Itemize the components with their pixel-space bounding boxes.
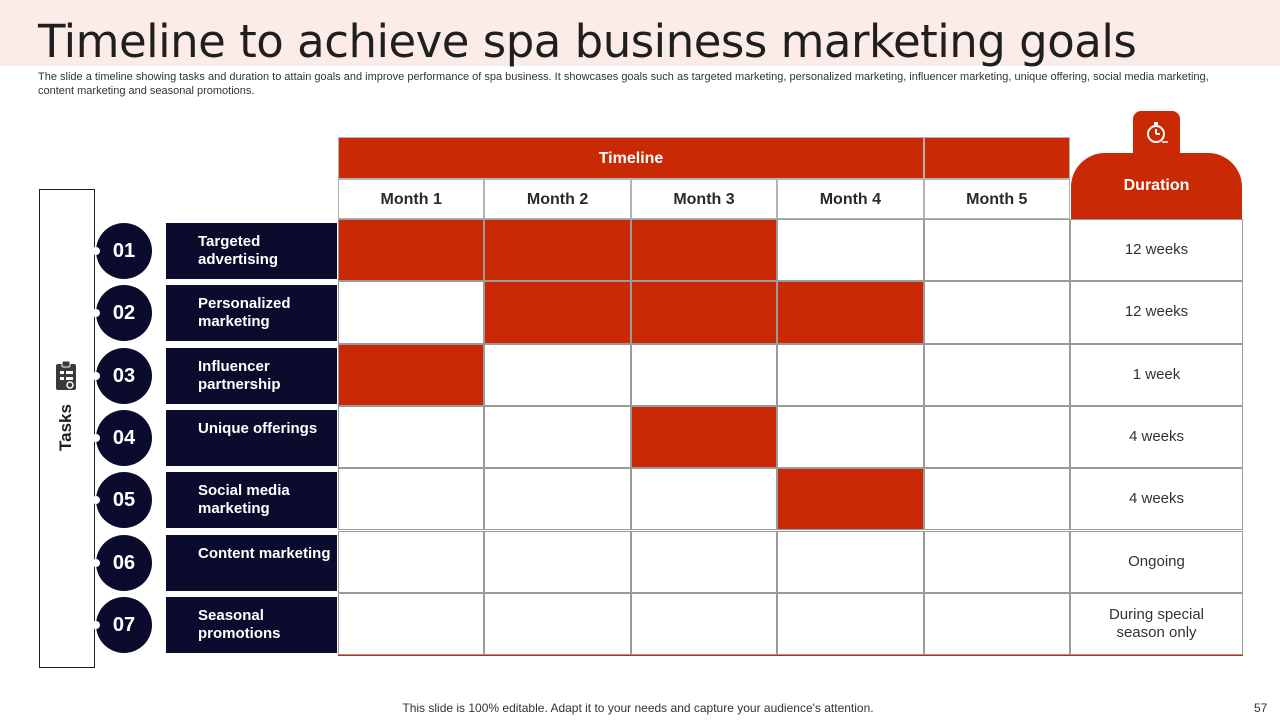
gantt-empty-cell — [777, 592, 924, 656]
task-label: Influencer partnership — [166, 347, 337, 404]
gantt-empty-cell — [630, 468, 778, 531]
timeline-header-extension — [924, 137, 1070, 179]
slide-footer: This slide is 100% editable. Adapt it to… — [402, 701, 874, 715]
gantt-bar-cell — [338, 343, 485, 406]
gantt-empty-cell — [777, 219, 924, 282]
month-header: Month 3 — [630, 179, 778, 219]
task-label: Content marketing — [166, 534, 337, 591]
gantt-bar-cell — [484, 281, 631, 344]
tasks-panel — [39, 189, 95, 668]
gantt-empty-cell — [338, 405, 485, 469]
task-label: Personalized marketing — [166, 285, 337, 342]
gantt-bar-cell — [630, 281, 778, 344]
row-number-badge: 05 — [92, 472, 152, 529]
stopwatch-icon — [1147, 122, 1168, 143]
gantt-empty-cell — [923, 592, 1070, 656]
gantt-bar-cell — [777, 468, 924, 531]
duration-value: 4 weeks — [1070, 468, 1243, 531]
task-label: Unique offerings — [166, 409, 337, 466]
gantt-empty-cell — [923, 530, 1070, 593]
gantt-empty-cell — [923, 219, 1070, 282]
duration-value: 12 weeks — [1070, 281, 1243, 344]
gantt-empty-cell — [777, 530, 924, 593]
gantt-empty-cell — [630, 530, 778, 593]
month-header: Month 1 — [338, 179, 485, 219]
duration-header: Duration — [1071, 153, 1242, 219]
tasks-label: Tasks — [56, 404, 75, 451]
row-number-badge: 06 — [92, 534, 152, 591]
row-number-badge: 03 — [92, 347, 152, 404]
gantt-bar-cell — [338, 219, 485, 282]
gantt-empty-cell — [630, 343, 778, 406]
gantt-empty-cell — [923, 281, 1070, 344]
duration-value: 12 weeks — [1070, 219, 1243, 282]
row-number-badge: 04 — [92, 409, 152, 466]
duration-value: 4 weeks — [1070, 405, 1243, 469]
task-label: Seasonal promotions — [166, 596, 337, 653]
gantt-empty-cell — [923, 405, 1070, 469]
gantt-empty-cell — [338, 281, 485, 344]
month-header: Month 4 — [777, 179, 924, 219]
gantt-empty-cell — [484, 405, 631, 469]
gantt-bar-cell — [630, 405, 778, 469]
row-number-badge: 07 — [92, 596, 152, 653]
timeline-grid: Timeline Month 1 Month 2 Month 3 Month 4 Mon… — [338, 137, 1243, 656]
page-number: 57 — [1254, 701, 1268, 715]
gantt-empty-cell — [484, 530, 631, 593]
duration-value: 1 week — [1070, 343, 1243, 406]
gantt-empty-cell — [484, 592, 631, 656]
gantt-empty-cell — [338, 530, 485, 593]
gantt-empty-cell — [630, 592, 778, 656]
slide-subtitle: The slide a timeline showing tasks and d… — [38, 71, 1209, 97]
duration-tab — [1133, 111, 1180, 155]
month-header: Month 5 — [923, 179, 1070, 219]
task-label: Targeted advertising — [166, 223, 337, 279]
clipboard-icon — [53, 360, 79, 392]
gantt-empty-cell — [923, 343, 1070, 406]
gantt-bar-cell — [777, 281, 924, 344]
row-number-badge: 01 — [92, 223, 152, 279]
gantt-bar-cell — [484, 219, 631, 282]
duration-value: During special season only — [1070, 592, 1243, 656]
month-header: Month 2 — [484, 179, 631, 219]
gantt-empty-cell — [777, 405, 924, 469]
duration-value: Ongoing — [1070, 530, 1243, 593]
slide-title: Timeline to achieve spa business marketi… — [38, 15, 1137, 68]
gantt-empty-cell — [777, 343, 924, 406]
task-label: Social media marketing — [166, 472, 337, 529]
gantt-empty-cell — [923, 468, 1070, 531]
gantt-empty-cell — [484, 468, 631, 531]
gantt-empty-cell — [338, 468, 485, 531]
title-band — [0, 0, 1280, 66]
timeline-header: Timeline — [338, 137, 924, 179]
gantt-bar-cell — [630, 219, 778, 282]
gantt-empty-cell — [338, 592, 485, 656]
row-number-badge: 02 — [92, 285, 152, 342]
gantt-empty-cell — [484, 343, 631, 406]
